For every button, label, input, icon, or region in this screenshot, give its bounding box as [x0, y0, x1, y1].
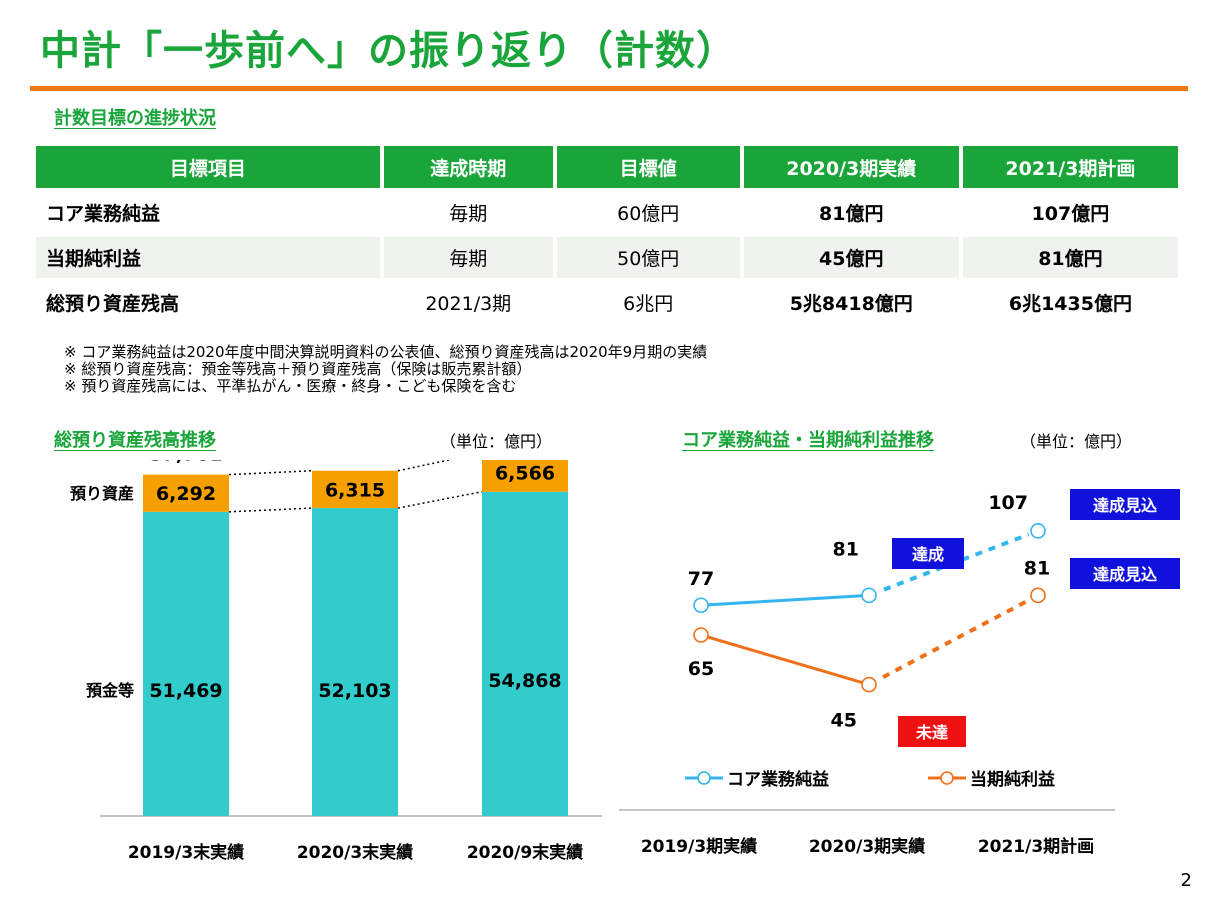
connector-line — [397, 460, 453, 472]
data-point — [861, 587, 877, 604]
status-badge-label: 達成 — [912, 545, 944, 564]
legend-swatch-marker — [940, 771, 954, 785]
data-label-assets: 6,315 — [325, 479, 385, 501]
status-badge — [1070, 558, 1180, 589]
series-line-forecast — [883, 532, 1030, 592]
page-number: 2 — [1180, 870, 1192, 891]
table-cell: 45億円 — [743, 237, 959, 278]
legend-label: 当期純利益 — [970, 769, 1055, 790]
right-chart-heading: コア業務純益・当期純利益推移 — [682, 430, 934, 451]
table-cell: 81億円 — [743, 192, 959, 233]
title-divider — [30, 86, 1188, 91]
data-label: 45 — [831, 710, 857, 732]
status-badge-label: 達成見込 — [1093, 496, 1157, 515]
kpi-header-period: 達成時期 — [383, 146, 553, 188]
legend-swatch-marker — [697, 771, 711, 785]
status-badge — [898, 716, 966, 747]
status-badge-label: 未達 — [915, 723, 948, 742]
table-cell: 毎期 — [383, 237, 553, 278]
data-label: 77 — [688, 568, 714, 590]
table-cell: 107億円 — [962, 192, 1178, 233]
table-cell: 5兆8418億円 — [743, 282, 959, 323]
data-label-total: 58,418 — [318, 460, 391, 462]
status-badge — [1070, 489, 1180, 520]
data-label-assets: 6,292 — [156, 483, 216, 505]
x-tick-label: 2021/3期計画 — [978, 836, 1094, 857]
x-tick-label: 2020/3期実績 — [809, 836, 925, 857]
data-label-deposits: 51,469 — [149, 680, 222, 702]
table-cell: 50億円 — [556, 237, 740, 278]
kpi-header-item: 目標項目 — [36, 146, 380, 188]
x-tick-label: 2019/3末実績 — [128, 842, 244, 863]
bar-assets — [143, 474, 229, 512]
table-cell: 6兆円 — [556, 282, 740, 323]
table-row: コア業務純益 毎期 60億円 81億円 107億円 — [36, 192, 1178, 233]
table-row: 総預り資産残高 2021/3期 6兆円 5兆8418億円 6兆1435億円 — [36, 282, 1178, 323]
kpi-section-heading: 計数目標の進捗状況 — [54, 108, 216, 129]
table-cell: 毎期 — [383, 192, 553, 233]
table-row: 当期純利益 毎期 50億円 45億円 81億円 — [36, 237, 1178, 278]
table-cell: コア業務純益 — [36, 192, 380, 233]
data-label: 107 — [988, 492, 1028, 514]
footnote: ※ コア業務純益は2020年度中間決算説明資料の公表値、総預り資産残高は2020… — [64, 343, 708, 361]
data-point — [861, 676, 877, 693]
connector-line — [228, 507, 313, 513]
data-label-total: 57,761 — [149, 460, 222, 466]
data-label: 65 — [688, 658, 714, 680]
table-cell: 60億円 — [556, 192, 740, 233]
table-cell: 81億円 — [962, 237, 1178, 278]
status-badge-label: 達成見込 — [1093, 565, 1157, 584]
connector-line — [228, 470, 313, 476]
bar-deposits — [143, 511, 229, 816]
series-line-actual — [700, 633, 870, 687]
bar-assets — [312, 470, 398, 509]
left-chart-heading: 総預り資産残高推移 — [54, 430, 216, 451]
connector-line — [397, 490, 483, 509]
footnote: ※ 総預り資産残高：預金等残高＋預り資産残高（保険は販売累計額） — [64, 360, 532, 378]
legend-label: コア業務純益 — [727, 769, 829, 790]
kpi-table-header-row: 目標項目 達成時期 目標値 2020/3期実績 2021/3期計画 — [36, 146, 1178, 188]
kpi-table: 目標項目 達成時期 目標値 2020/3期実績 2021/3期計画 コア業務純益… — [32, 142, 1182, 327]
footnote: ※ 預り資産残高には、平準払がん・医療・終身・こども保険を含む — [64, 377, 517, 395]
data-point — [1030, 587, 1046, 604]
kpi-header-2020-actual: 2020/3期実績 — [743, 146, 959, 188]
data-label-deposits: 54,868 — [488, 670, 561, 692]
data-label-deposits: 52,103 — [318, 680, 391, 702]
bar-deposits — [312, 508, 398, 816]
kpi-header-target: 目標値 — [556, 146, 740, 188]
x-tick-label: 2019/3期実績 — [641, 836, 757, 857]
data-label: 81 — [1024, 557, 1050, 579]
series-label-assets: 預り資産 — [70, 484, 134, 503]
kpi-header-2021-plan: 2021/3期計画 — [962, 146, 1178, 188]
series-label-deposits: 預金等 — [86, 681, 134, 700]
data-point — [693, 627, 709, 643]
footnotes: ※ コア業務純益は2020年度中間決算説明資料の公表値、総預り資産残高は2020… — [64, 344, 707, 395]
data-label: 81 — [833, 538, 859, 560]
series-line-actual — [700, 593, 870, 607]
status-badge — [892, 538, 964, 569]
table-cell: 2021/3期 — [383, 282, 553, 323]
data-point — [1030, 523, 1046, 539]
right-chart-unit: （単位：億円） — [1020, 432, 1133, 451]
bar-assets — [482, 460, 568, 492]
series-line-forecast — [882, 598, 1031, 679]
x-tick-label: 2020/9末実績 — [467, 842, 583, 863]
bar-deposits — [482, 491, 568, 816]
left-chart-unit: （単位：億円） — [440, 432, 553, 451]
table-cell: 当期純利益 — [36, 237, 380, 278]
data-label-assets: 6,566 — [495, 462, 555, 484]
data-point — [693, 597, 709, 614]
x-tick-label: 2020/3末実績 — [297, 842, 413, 863]
page-title: 中計「一歩前へ」の振り返り（計数） — [40, 28, 737, 74]
table-cell: 総預り資産残高 — [36, 282, 380, 323]
table-cell: 6兆1435億円 — [962, 282, 1178, 323]
